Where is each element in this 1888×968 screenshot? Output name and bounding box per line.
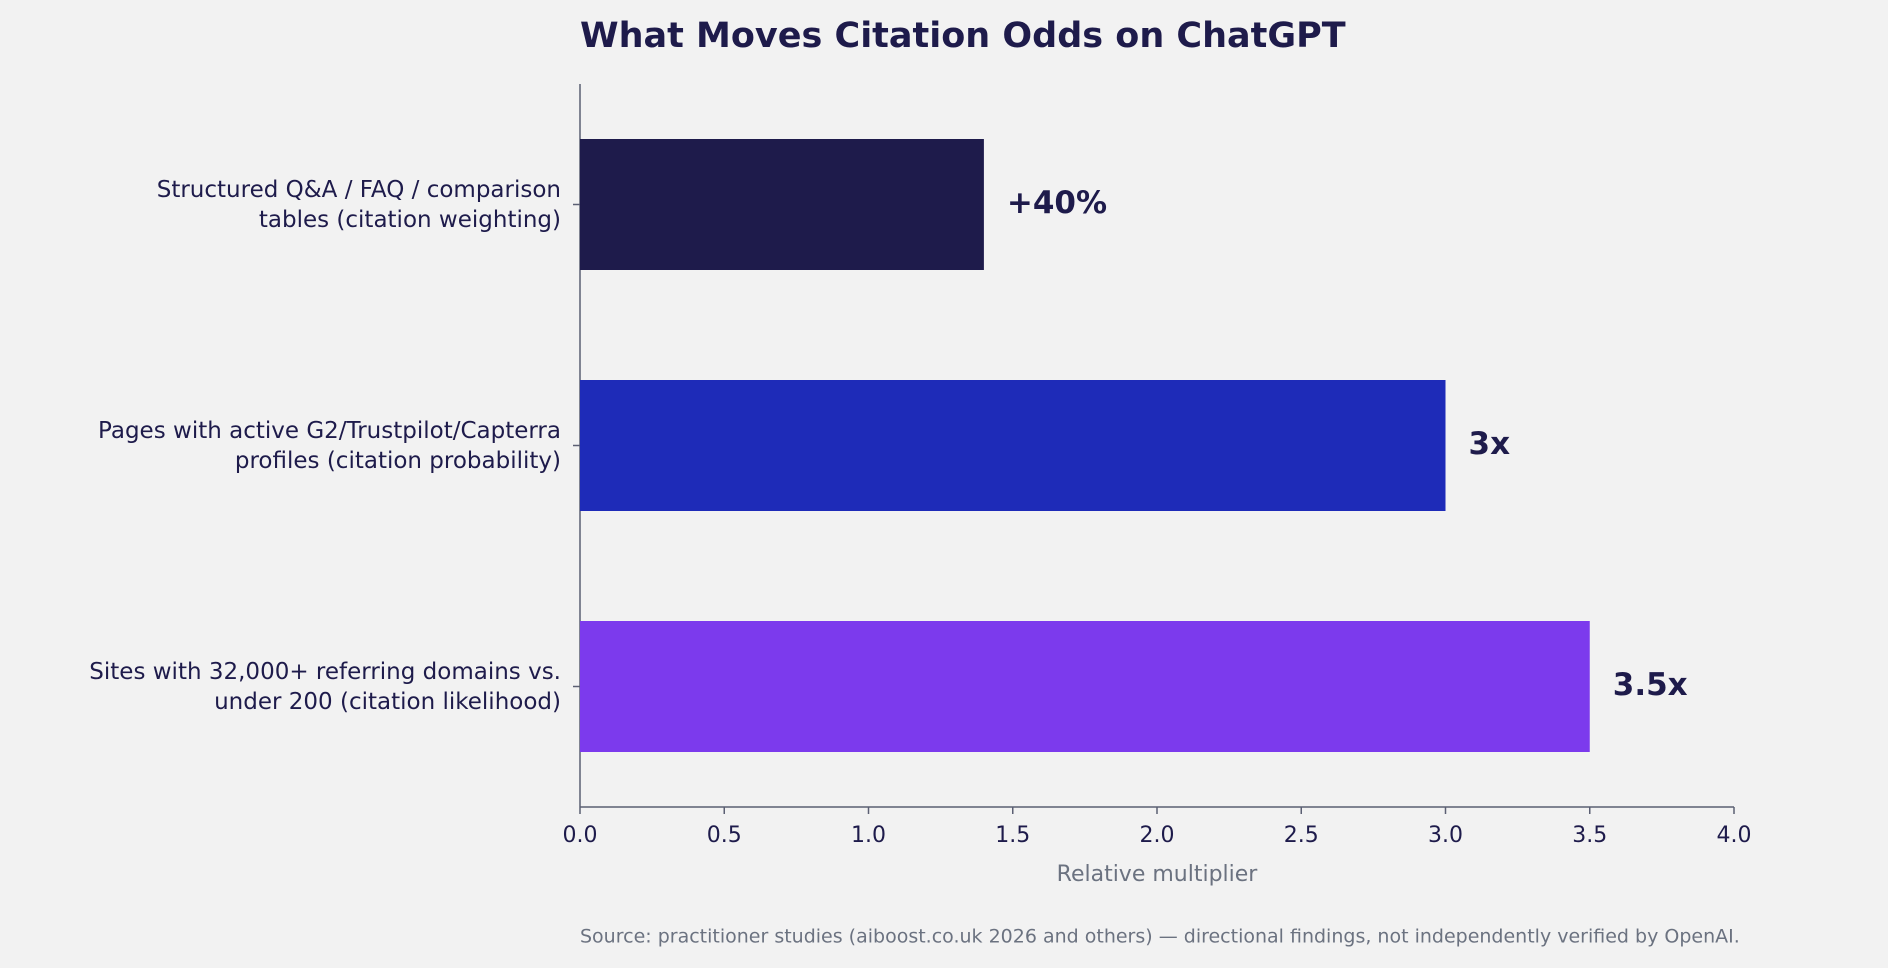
value-label: +40% <box>1007 185 1107 221</box>
x-tick-label: 3.5 <box>1572 823 1607 848</box>
x-tick-label: 0.0 <box>563 823 598 848</box>
y-tick-label: Sites with 32,000+ referring domains vs.… <box>89 658 561 715</box>
bar <box>580 139 984 270</box>
x-tick-label: 3.0 <box>1428 823 1463 848</box>
bar <box>580 380 1446 511</box>
x-tick-label: 2.5 <box>1284 823 1319 848</box>
bar <box>580 621 1590 752</box>
x-tick-label: 1.0 <box>851 823 886 848</box>
x-tick-label: 1.5 <box>995 823 1030 848</box>
y-tick-label: Structured Q&A / FAQ / comparison tables… <box>156 176 561 233</box>
x-tick-label: 2.0 <box>1140 823 1175 848</box>
source-note: Source: practitioner studies (aiboost.co… <box>580 926 1740 948</box>
value-label: 3.5x <box>1613 667 1688 703</box>
y-tick-label: Pages with active G2/Trustpilot/Capterra… <box>98 417 561 474</box>
x-tick-label: 0.5 <box>707 823 742 848</box>
x-tick-label: 4.0 <box>1717 823 1752 848</box>
value-label: 3x <box>1469 426 1511 462</box>
chart-title: What Moves Citation Odds on ChatGPT <box>580 16 1346 56</box>
x-axis-label: Relative multiplier <box>1057 862 1259 887</box>
